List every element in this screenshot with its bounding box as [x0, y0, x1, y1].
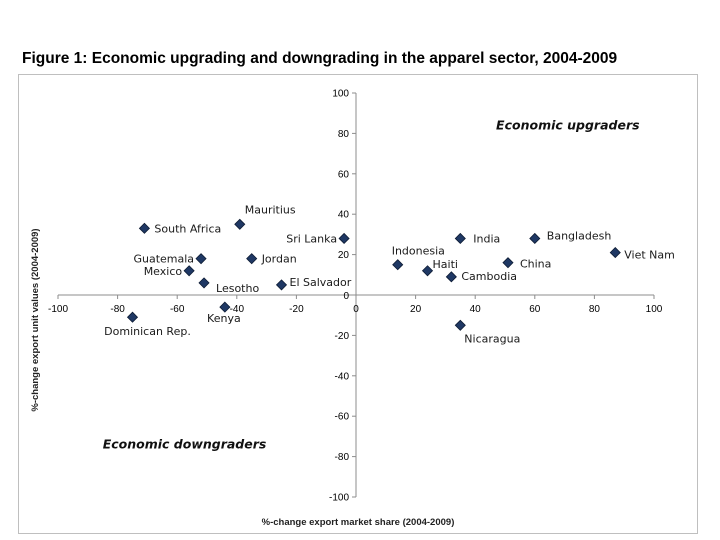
data-point-label: Jordan	[261, 253, 297, 266]
data-point-marker	[529, 232, 541, 245]
data-point-label: Lesotho	[216, 282, 259, 295]
data-point-label: India	[473, 232, 500, 245]
x-tick-label: -20	[289, 304, 304, 315]
x-tick-label: 20	[410, 304, 422, 315]
y-tick-label: 0	[343, 291, 349, 302]
x-axis-label: %-change export market share (2004-2009)	[262, 517, 455, 528]
data-point-label: Viet Nam	[624, 249, 675, 262]
y-tick-label: -20	[335, 331, 350, 342]
x-tick-label: 40	[470, 304, 482, 315]
y-tick-label: -100	[329, 493, 349, 504]
data-point-marker	[198, 277, 210, 289]
chart-frame	[18, 74, 698, 534]
y-tick-label: 20	[338, 250, 350, 261]
data-point-marker	[246, 253, 258, 265]
y-tick-label: -40	[335, 371, 350, 382]
data-point-marker	[502, 257, 514, 269]
data-point-marker	[126, 311, 139, 323]
data-point-marker	[454, 232, 466, 245]
data-point-marker	[392, 259, 404, 271]
data-point-label: Indonesia	[392, 245, 445, 258]
data-point-label: Cambodia	[461, 270, 517, 283]
y-tick-label: -60	[335, 412, 350, 423]
x-tick-label: 80	[589, 304, 601, 315]
data-point-label: Sri Lanka	[286, 232, 337, 245]
data-point-label: Kenya	[207, 312, 241, 325]
data-point-marker	[195, 253, 207, 265]
data-point-marker	[421, 265, 434, 277]
data-point-marker	[454, 319, 466, 331]
data-point-label: Mauritius	[245, 203, 296, 216]
x-tick-label: 100	[646, 304, 663, 315]
data-point-label: China	[520, 258, 551, 271]
data-point-label: Dominican Rep.	[104, 325, 191, 338]
y-tick-label: 100	[332, 89, 349, 100]
data-points: South Africa Mauritius Sri Lanka Guatemala J…	[104, 203, 675, 345]
x-tick-label: -100	[48, 304, 68, 315]
data-point-label: Nicaragua	[464, 332, 520, 345]
data-point-marker	[234, 218, 246, 230]
data-point-label: Bangladesh	[547, 229, 612, 242]
data-point-label: South Africa	[154, 222, 221, 235]
data-point-label: Mexico	[144, 265, 183, 278]
data-point-label: Guatemala	[133, 253, 194, 266]
data-point-marker	[275, 279, 288, 291]
data-point-label: Haiti	[433, 258, 458, 271]
y-axis-label: %-change export unit values (2004-2009)	[30, 228, 41, 411]
y-tick-label: 60	[338, 169, 350, 180]
x-tick-label: 0	[353, 304, 359, 315]
data-point-label: El Salvador	[290, 276, 352, 289]
x-tick-label: -40	[230, 304, 245, 315]
quadrant-annotation: Economic downgraders	[103, 437, 267, 452]
chart-title: Figure 1: Economic upgrading and downgra…	[22, 50, 618, 67]
axes: -100 -80 -60 -40 -20 0 20 40 60 80 100 -100 -80 -60 -4…	[48, 89, 663, 504]
data-point-marker	[445, 271, 457, 283]
x-tick-label: -60	[170, 304, 185, 315]
data-point-marker	[183, 265, 195, 277]
quadrant-annotation: Economic upgraders	[496, 117, 640, 132]
data-point-marker	[338, 232, 350, 245]
data-point-marker	[609, 247, 621, 259]
y-tick-label: 40	[338, 210, 350, 221]
data-point-marker	[219, 301, 231, 313]
y-tick-label: 80	[338, 129, 350, 140]
x-tick-label: 60	[529, 304, 541, 315]
data-point-marker	[138, 222, 150, 234]
x-tick-label: -80	[110, 304, 125, 315]
y-tick-label: -80	[335, 452, 350, 463]
